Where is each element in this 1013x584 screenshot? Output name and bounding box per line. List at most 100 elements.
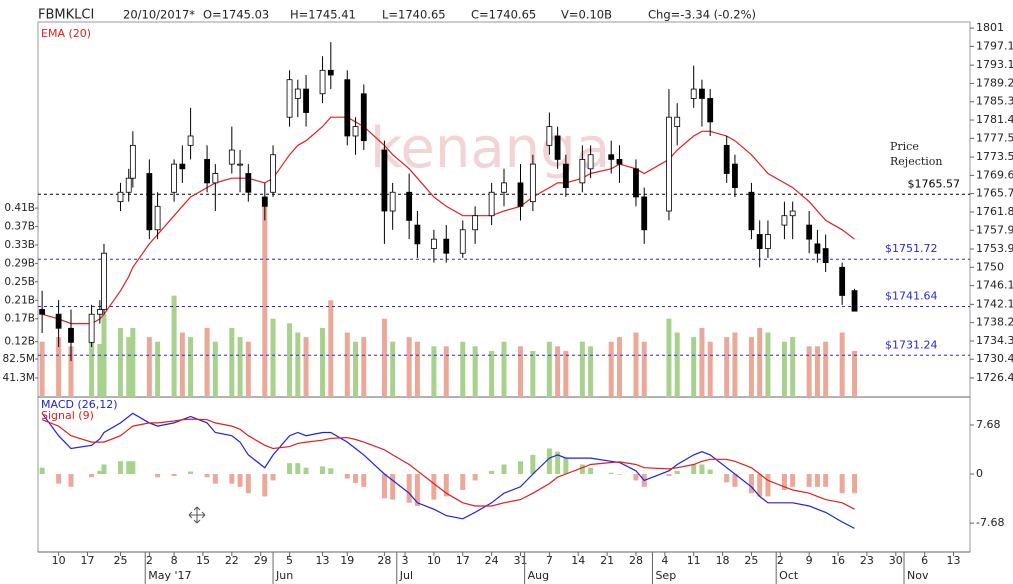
- month-label: Aug: [528, 569, 549, 582]
- x-tick-label: 23: [860, 554, 874, 567]
- volume-bar: [328, 300, 334, 397]
- histogram-bar: [295, 463, 301, 475]
- candle-body: [88, 313, 95, 343]
- volume-bar: [56, 337, 62, 397]
- histogram-bar: [563, 458, 569, 475]
- histogram-bar: [406, 474, 412, 503]
- annotation: Rejection: [890, 155, 943, 168]
- candle-body: [344, 79, 351, 137]
- volume-bar: [781, 341, 787, 397]
- volume-bar: [130, 327, 136, 397]
- histogram-bar: [155, 474, 161, 478]
- y2-tick-label: 0.37B: [4, 221, 35, 233]
- month-label: May '17: [148, 569, 191, 582]
- x-tick-label: 25: [744, 554, 758, 567]
- histogram-bar: [117, 461, 123, 475]
- legend-label: Signal (9): [41, 409, 94, 422]
- candle-body: [204, 159, 210, 184]
- volume-bar: [295, 332, 301, 397]
- histogram-bar: [765, 474, 771, 497]
- candle-body: [723, 144, 730, 174]
- x-tick-label: 2: [777, 554, 784, 567]
- volume-bar: [204, 327, 210, 397]
- volume-bar: [237, 337, 243, 397]
- volume-bar: [381, 318, 387, 397]
- candle-body: [666, 116, 672, 212]
- x-tick-label: 15: [196, 554, 210, 567]
- candle-body: [587, 154, 594, 170]
- candle-body: [146, 173, 153, 231]
- volume-bar: [270, 318, 276, 397]
- volume-bar: [472, 346, 478, 397]
- volume-bar: [414, 341, 420, 397]
- volume-bar: [579, 341, 585, 397]
- histogram-bar: [790, 474, 796, 487]
- histogram-bar: [633, 474, 639, 481]
- candle-body: [212, 173, 219, 184]
- y-tick-label: 1773.5: [976, 150, 1013, 163]
- volume-bar: [431, 346, 437, 397]
- candle-body: [459, 229, 466, 254]
- x-tick-label: 31: [513, 554, 527, 567]
- histogram-bar: [212, 474, 218, 484]
- candle-body: [327, 69, 334, 76]
- y-tick-label: 1761.8: [976, 205, 1013, 218]
- x-tick-label: 19: [340, 554, 354, 567]
- volume-bar: [68, 346, 74, 397]
- histogram-bar: [126, 461, 132, 475]
- level-label: $1751.72: [885, 242, 938, 255]
- histogram-bar: [707, 469, 713, 475]
- volume-bar: [406, 337, 412, 397]
- histogram-bar: [823, 474, 829, 487]
- histogram-bar: [852, 474, 858, 494]
- candle-body: [488, 191, 495, 217]
- volume-bar: [179, 332, 185, 397]
- candle-body: [839, 266, 846, 296]
- volume-bar: [212, 341, 218, 397]
- candle-body: [674, 116, 681, 127]
- x-tick-label: 24: [485, 554, 499, 567]
- volume-bar: [724, 337, 730, 397]
- cursor-icon: [188, 506, 206, 524]
- candle-body: [125, 177, 132, 193]
- candle-body: [546, 126, 553, 146]
- x-tick-label: 17: [456, 554, 470, 567]
- x-tick-label: 25: [113, 554, 127, 567]
- y-tick-label: 1730.4: [976, 352, 1013, 365]
- volume-bar: [555, 346, 561, 397]
- volume-bar: [229, 327, 235, 397]
- histogram-bar: [56, 474, 62, 484]
- candle-body: [303, 88, 309, 113]
- volume-bar: [155, 341, 161, 397]
- y-tick-label: 1738.2: [976, 316, 1013, 329]
- y-tick-label: 1801: [976, 21, 1004, 34]
- candle-body: [616, 159, 623, 165]
- volume-bar: [546, 341, 552, 397]
- volume-bar: [732, 332, 738, 397]
- x-tick-label: 4: [661, 554, 668, 567]
- month-label: Oct: [779, 569, 799, 582]
- histogram-bar: [361, 474, 367, 487]
- volume-bar: [188, 337, 194, 397]
- candle-body: [381, 149, 388, 212]
- candle-body: [501, 182, 507, 193]
- candle-body: [765, 234, 771, 249]
- histogram-bar: [839, 474, 845, 494]
- x-tick-label: 28: [629, 554, 643, 567]
- volume-bar: [361, 337, 367, 397]
- volume-bar: [126, 337, 132, 397]
- histogram-bar: [616, 474, 622, 475]
- x-tick-label: 18: [716, 554, 730, 567]
- volume-bar: [171, 295, 177, 397]
- x-tick-label: 9: [806, 554, 813, 567]
- volume-bar: [101, 314, 107, 397]
- x-tick-label: 21: [600, 554, 614, 567]
- y-tick-label: 1746.1: [976, 279, 1013, 292]
- volume-bar: [839, 332, 845, 397]
- candle-body: [406, 191, 413, 221]
- low: L=1740.65: [382, 8, 446, 22]
- x-tick-label: 5: [286, 554, 293, 567]
- y-tick-label: 1757.9: [976, 223, 1013, 236]
- histogram-bar: [431, 474, 437, 500]
